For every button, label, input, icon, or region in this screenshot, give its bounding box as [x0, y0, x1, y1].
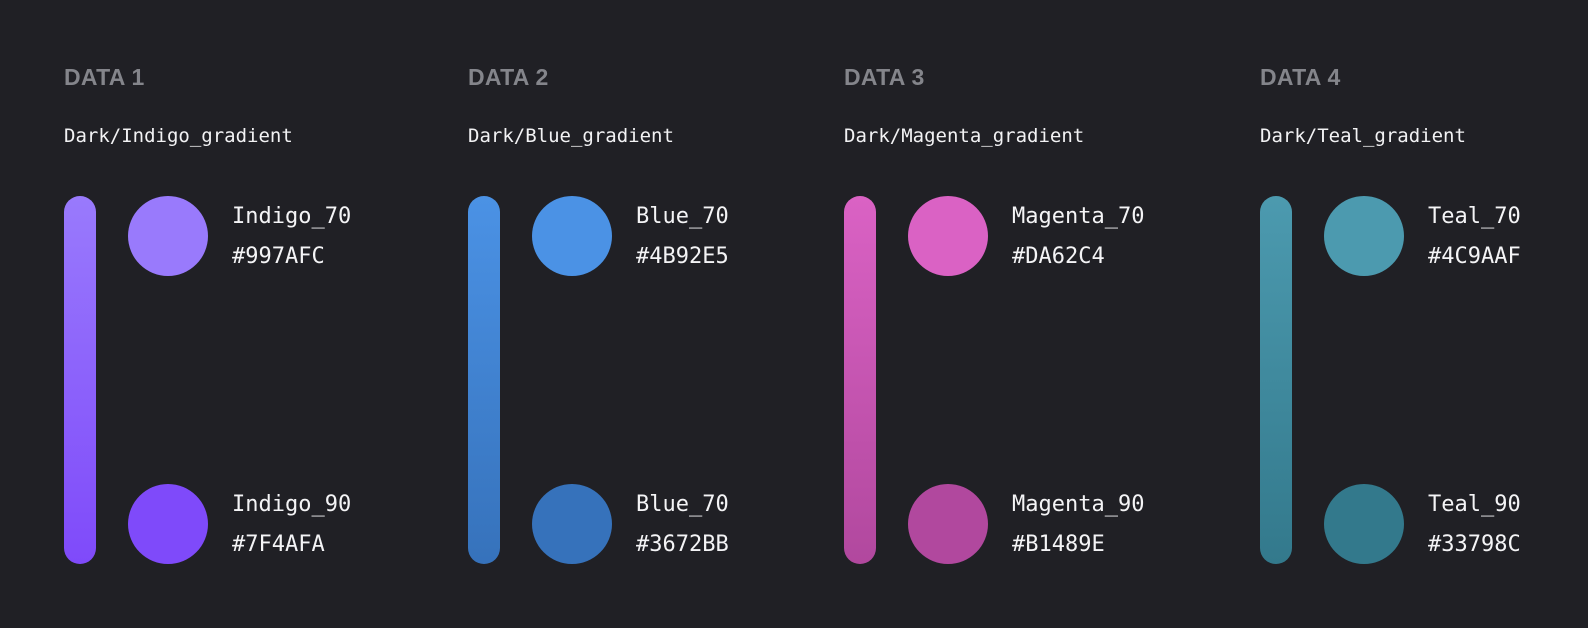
- color-name-bottom: Magenta_90: [1012, 492, 1145, 517]
- color-name-top: Indigo_70: [232, 204, 352, 229]
- color-name-bottom: Blue_70: [636, 492, 729, 517]
- color-hex-top: #4C9AAF: [1428, 244, 1521, 269]
- color-swatch-bottom: [532, 484, 612, 564]
- group-title: DATA 1: [64, 64, 145, 90]
- color-swatch-bottom: [908, 484, 988, 564]
- color-swatch-top: [908, 196, 988, 276]
- gradient-bar: [1260, 196, 1292, 564]
- group-title: DATA 2: [468, 64, 549, 90]
- gradient-name: Dark/Indigo_gradient: [64, 125, 293, 147]
- gradient-bar: [64, 196, 96, 564]
- color-name-top: Magenta_70: [1012, 204, 1145, 229]
- gradient-bar: [844, 196, 876, 564]
- color-hex-top: #DA62C4: [1012, 244, 1105, 269]
- color-hex-bottom: #33798C: [1428, 532, 1521, 557]
- group-title: DATA 4: [1260, 64, 1341, 90]
- color-name-bottom: Indigo_90: [232, 492, 352, 517]
- color-hex-bottom: #7F4AFA: [232, 532, 325, 557]
- color-hex-top: #4B92E5: [636, 244, 729, 269]
- gradient-bar: [468, 196, 500, 564]
- color-swatch-top: [128, 196, 208, 276]
- color-swatch-bottom: [1324, 484, 1404, 564]
- color-hex-top: #997AFC: [232, 244, 325, 269]
- color-hex-bottom: #3672BB: [636, 532, 729, 557]
- color-name-top: Teal_70: [1428, 204, 1521, 229]
- color-swatch-top: [1324, 196, 1404, 276]
- group-title: DATA 3: [844, 64, 925, 90]
- color-name-bottom: Teal_90: [1428, 492, 1521, 517]
- gradient-name: Dark/Magenta_gradient: [844, 125, 1085, 147]
- color-swatch-bottom: [128, 484, 208, 564]
- color-swatch-top: [532, 196, 612, 276]
- color-name-top: Blue_70: [636, 204, 729, 229]
- gradient-name: Dark/Blue_gradient: [468, 125, 674, 147]
- color-hex-bottom: #B1489E: [1012, 532, 1105, 557]
- gradient-name: Dark/Teal_gradient: [1260, 125, 1466, 147]
